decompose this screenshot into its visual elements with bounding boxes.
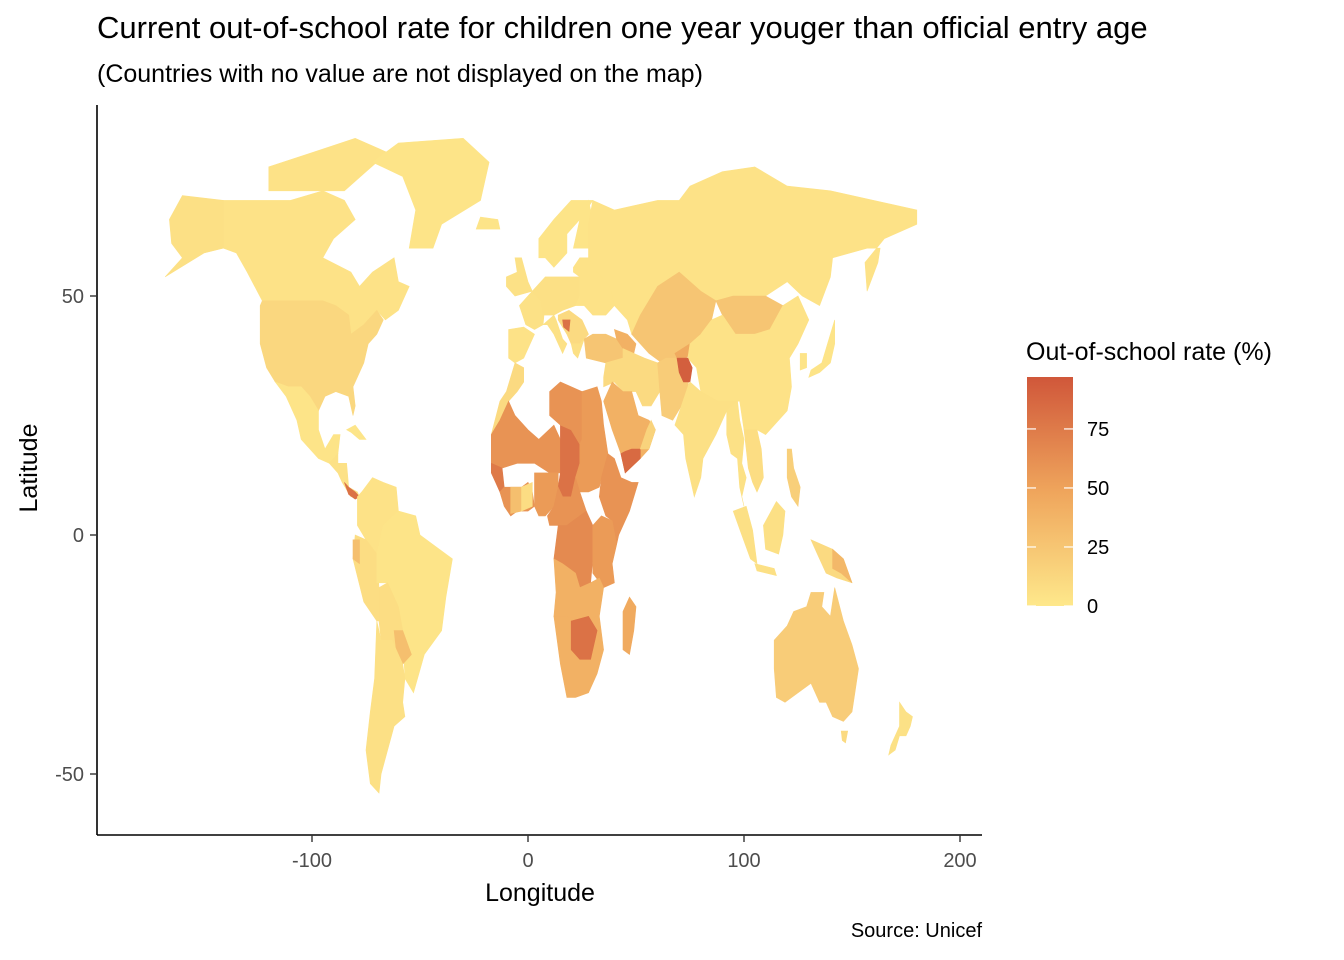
region-new-zealand xyxy=(888,701,913,756)
region-ghana-togo xyxy=(521,481,533,512)
region-indochina xyxy=(743,429,764,493)
region-png-east xyxy=(832,548,853,584)
x-axis-title: Longitude xyxy=(485,879,595,907)
region-italy xyxy=(542,314,568,355)
region-brazil xyxy=(376,510,453,694)
region-borneo xyxy=(763,500,786,555)
legend-ticks: 0 25 50 75 xyxy=(1027,419,1109,618)
region-australia xyxy=(773,587,859,722)
region-tasmania xyxy=(840,730,849,744)
region-yemen xyxy=(620,448,641,474)
region-uk-ireland xyxy=(506,257,533,297)
legend-tick-label: 50 xyxy=(1087,478,1109,500)
region-central-america xyxy=(328,452,360,498)
region-japan xyxy=(808,319,836,378)
region-egypt-sudan xyxy=(575,386,609,493)
y-axis-ticks: -50 0 50 xyxy=(55,286,97,786)
region-bosnia xyxy=(562,319,571,332)
region-baltics-eastern-europe xyxy=(573,257,615,316)
region-botswana-zimbabwe xyxy=(570,615,598,660)
legend-tick-label: 75 xyxy=(1087,419,1109,441)
legend-tick-label: 0 xyxy=(1087,596,1098,618)
legend-title: Out-of-school rate (%) xyxy=(1026,338,1272,366)
x-tick-label: 100 xyxy=(727,850,760,872)
region-alaska xyxy=(164,195,224,278)
region-ivory-coast xyxy=(510,486,522,514)
source-caption: Source: Unicef xyxy=(850,920,982,942)
region-sumatra-malaysia xyxy=(732,505,758,565)
region-philippines xyxy=(786,448,801,508)
y-tick-label: 0 xyxy=(73,525,84,547)
x-tick-label: -100 xyxy=(292,850,332,872)
region-iceland xyxy=(475,216,501,230)
y-tick-label: 50 xyxy=(62,286,84,308)
legend-colorbar xyxy=(1027,377,1073,606)
region-mexico xyxy=(274,381,341,464)
region-east-africa xyxy=(592,515,617,588)
y-axis-title: Latitude xyxy=(15,424,43,513)
region-java xyxy=(754,563,777,577)
region-madagascar xyxy=(622,596,637,656)
x-tick-label: 0 xyxy=(522,850,533,872)
region-middle-east xyxy=(603,348,661,407)
region-argentina-chile xyxy=(365,620,406,794)
country-regions xyxy=(164,137,918,794)
legend: Out-of-school rate (%) 0 25 50 75 xyxy=(1026,338,1272,618)
region-arctic-islands xyxy=(268,137,389,192)
x-axis-ticks: -100 0 100 200 xyxy=(292,835,977,872)
chart-subtitle: (Countries with no value are not display… xyxy=(97,60,703,88)
region-myanmar-thailand xyxy=(726,400,747,507)
region-paraguay xyxy=(393,630,412,665)
x-tick-label: 200 xyxy=(943,850,976,872)
region-ecuador-west xyxy=(352,539,360,565)
region-oman xyxy=(639,419,656,450)
region-iberia xyxy=(508,326,535,364)
region-cuba xyxy=(345,424,367,440)
region-greenland xyxy=(371,137,490,249)
region-greece xyxy=(570,338,585,359)
legend-tick-label: 25 xyxy=(1087,537,1109,559)
chart-title: Current out-of-school rate for children … xyxy=(97,10,1148,45)
region-ethiopia-horn xyxy=(598,453,639,545)
region-korea-japan xyxy=(799,353,807,371)
y-tick-label: -50 xyxy=(55,764,84,786)
